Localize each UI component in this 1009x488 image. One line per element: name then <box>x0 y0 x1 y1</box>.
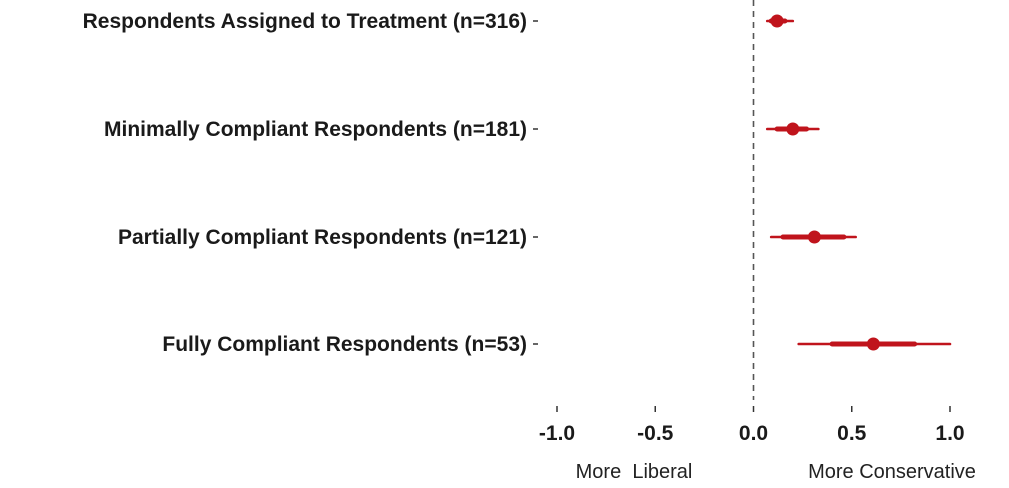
point-estimate <box>866 337 880 351</box>
row-label: Partially Compliant Respondents (n=121) <box>118 226 527 249</box>
row-label: Minimally Compliant Respondents (n=181) <box>104 118 527 141</box>
x-axis: -1.0 -0.5 0.0 0.5 1.0 <box>539 406 965 445</box>
x-tick-label: -0.5 <box>637 422 674 445</box>
direction-label-liberal: More Liberal <box>576 461 693 483</box>
x-tick-label: 0.5 <box>837 422 867 445</box>
row-labels: Respondents Assigned to Treatment (n=316… <box>83 10 538 356</box>
point-estimate <box>770 14 784 28</box>
x-tick-label: -1.0 <box>539 422 575 445</box>
row-label: Fully Compliant Respondents (n=53) <box>162 333 527 356</box>
estimate-marks <box>765 14 952 351</box>
row-label: Respondents Assigned to Treatment (n=316… <box>83 10 527 33</box>
point-estimate <box>786 122 800 136</box>
point-estimate <box>807 230 821 244</box>
x-tick-label: 0.0 <box>739 422 768 445</box>
x-tick-label: 1.0 <box>935 422 964 445</box>
direction-label-conservative: More Conservative <box>808 461 976 483</box>
